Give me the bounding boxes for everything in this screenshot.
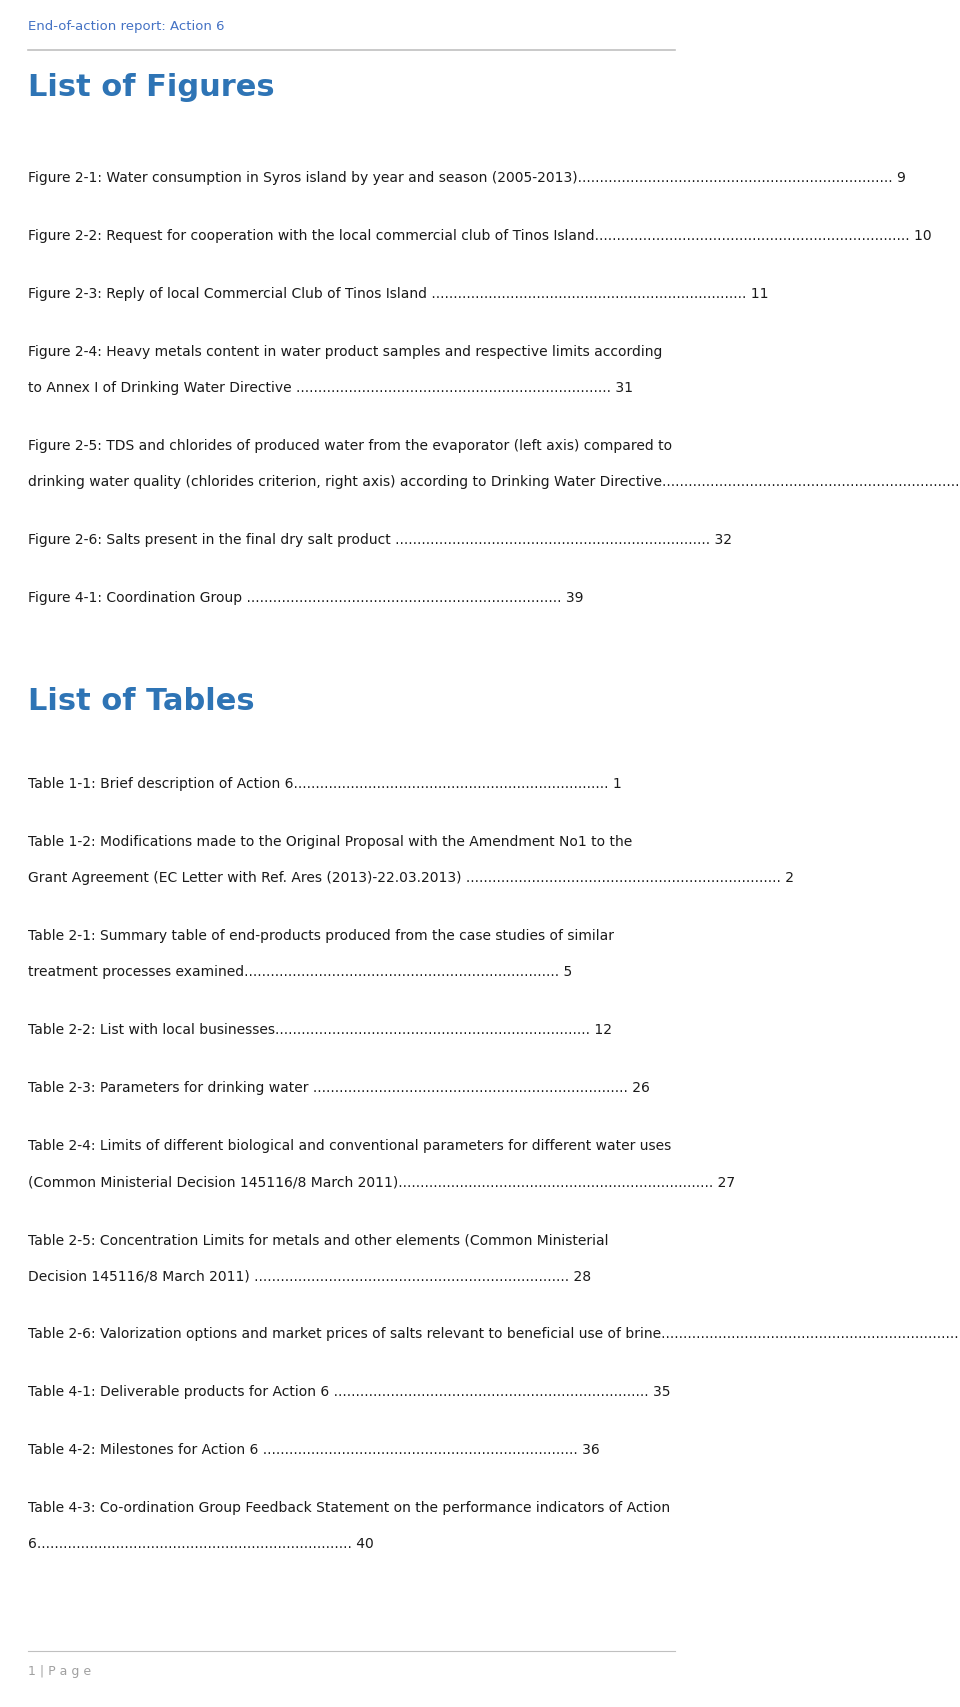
Text: Figure 4-1: Coordination Group .................................................: Figure 4-1: Coordination Group .........… [28,591,584,604]
Text: Figure 2-5: TDS and chlorides of produced water from the evaporator (left axis) : Figure 2-5: TDS and chlorides of produce… [28,439,672,452]
Text: Table 4-1: Deliverable products for Action 6 ...................................: Table 4-1: Deliverable products for Acti… [28,1384,671,1398]
Text: List of Figures: List of Figures [28,73,275,102]
Text: Figure 2-6: Salts present in the final dry salt product ........................: Figure 2-6: Salts present in the final d… [28,533,732,546]
Text: (Common Ministerial Decision 145116/8 March 2011)...............................: (Common Ministerial Decision 145116/8 Ma… [28,1174,735,1188]
Text: 6........................................................................ 40: 6.......................................… [28,1536,373,1550]
Text: 1 | P a g e: 1 | P a g e [28,1664,91,1678]
Text: Figure 2-3: Reply of local Commercial Club of Tinos Island .....................: Figure 2-3: Reply of local Commercial Cl… [28,287,769,300]
Text: Table 1-2: Modifications made to the Original Proposal with the Amendment No1 to: Table 1-2: Modifications made to the Ori… [28,835,633,848]
Text: treatment processes examined....................................................: treatment processes examined............… [28,964,572,978]
Text: Grant Agreement (EC Letter with Ref. Ares (2013)-22.03.2013) ...................: Grant Agreement (EC Letter with Ref. Are… [28,871,794,884]
Text: Table 4-3: Co-ordination Group Feedback Statement on the performance indicators : Table 4-3: Co-ordination Group Feedback … [28,1500,670,1514]
Text: Decision 145116/8 March 2011) ..................................................: Decision 145116/8 March 2011) ..........… [28,1268,591,1282]
Text: Table 2-1: Summary table of end-products produced from the case studies of simil: Table 2-1: Summary table of end-products… [28,929,614,942]
Text: Table 2-5: Concentration Limits for metals and other elements (Common Ministeria: Table 2-5: Concentration Limits for meta… [28,1232,609,1246]
Text: Table 2-6: Valorization options and market prices of salts relevant to beneficia: Table 2-6: Valorization options and mark… [28,1326,960,1340]
Text: to Annex I of Drinking Water Directive .........................................: to Annex I of Drinking Water Directive .… [28,381,634,394]
Text: List of Tables: List of Tables [28,686,254,715]
Text: Figure 2-4: Heavy metals content in water product samples and respective limits : Figure 2-4: Heavy metals content in wate… [28,345,662,358]
Text: Figure 2-1: Water consumption in Syros island by year and season (2005-2013)....: Figure 2-1: Water consumption in Syros i… [28,171,906,184]
Text: Table 1-1: Brief description of Action 6........................................: Table 1-1: Brief description of Action 6… [28,777,622,790]
Text: Table 2-2: List with local businesses...........................................: Table 2-2: List with local businesses...… [28,1022,612,1036]
Text: drinking water quality (chlorides criterion, right axis) according to Drinking W: drinking water quality (chlorides criter… [28,475,960,488]
Text: Figure 2-2: Request for cooperation with the local commercial club of Tinos Isla: Figure 2-2: Request for cooperation with… [28,229,932,242]
Text: End-of-action report: Action 6: End-of-action report: Action 6 [28,20,225,34]
Text: Table 2-3: Parameters for drinking water .......................................: Table 2-3: Parameters for drinking water… [28,1081,650,1094]
Text: Table 4-2: Milestones for Action 6 .............................................: Table 4-2: Milestones for Action 6 .....… [28,1442,600,1456]
Text: Table 2-4: Limits of different biological and conventional parameters for differ: Table 2-4: Limits of different biologica… [28,1139,671,1152]
